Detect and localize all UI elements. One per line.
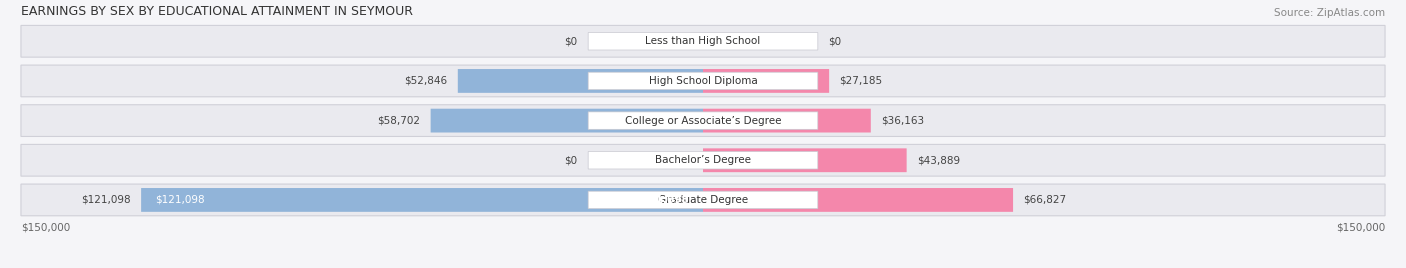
Text: Graduate Degree: Graduate Degree <box>658 195 748 205</box>
Text: $66,827: $66,827 <box>1024 195 1067 205</box>
Text: $121,098: $121,098 <box>155 195 205 205</box>
Text: $150,000: $150,000 <box>1336 223 1385 233</box>
Text: EARNINGS BY SEX BY EDUCATIONAL ATTAINMENT IN SEYMOUR: EARNINGS BY SEX BY EDUCATIONAL ATTAINMEN… <box>21 5 413 18</box>
Text: College or Associate’s Degree: College or Associate’s Degree <box>624 116 782 126</box>
Text: $27,185: $27,185 <box>839 76 883 86</box>
FancyBboxPatch shape <box>141 188 703 212</box>
FancyBboxPatch shape <box>21 184 1385 216</box>
Text: $58,702: $58,702 <box>377 116 420 126</box>
FancyBboxPatch shape <box>21 105 1385 136</box>
Text: $121,098: $121,098 <box>634 195 689 205</box>
Text: $121,098: $121,098 <box>82 195 131 205</box>
Text: $150,000: $150,000 <box>21 223 70 233</box>
FancyBboxPatch shape <box>458 69 703 93</box>
FancyBboxPatch shape <box>21 65 1385 97</box>
FancyBboxPatch shape <box>21 25 1385 57</box>
FancyBboxPatch shape <box>588 112 818 129</box>
FancyBboxPatch shape <box>703 188 1014 212</box>
Text: Less than High School: Less than High School <box>645 36 761 46</box>
FancyBboxPatch shape <box>703 109 870 132</box>
FancyBboxPatch shape <box>703 148 907 172</box>
Text: High School Diploma: High School Diploma <box>648 76 758 86</box>
Text: Source: ZipAtlas.com: Source: ZipAtlas.com <box>1274 8 1385 18</box>
FancyBboxPatch shape <box>430 109 703 132</box>
FancyBboxPatch shape <box>588 72 818 90</box>
Text: Bachelor’s Degree: Bachelor’s Degree <box>655 155 751 165</box>
Text: $36,163: $36,163 <box>882 116 924 126</box>
Text: $43,889: $43,889 <box>917 155 960 165</box>
FancyBboxPatch shape <box>588 151 818 169</box>
Text: $0: $0 <box>565 36 578 46</box>
FancyBboxPatch shape <box>21 144 1385 176</box>
Text: $0: $0 <box>565 155 578 165</box>
FancyBboxPatch shape <box>588 191 818 209</box>
FancyBboxPatch shape <box>588 32 818 50</box>
FancyBboxPatch shape <box>703 69 830 93</box>
Text: $52,846: $52,846 <box>405 76 447 86</box>
Text: $0: $0 <box>828 36 841 46</box>
